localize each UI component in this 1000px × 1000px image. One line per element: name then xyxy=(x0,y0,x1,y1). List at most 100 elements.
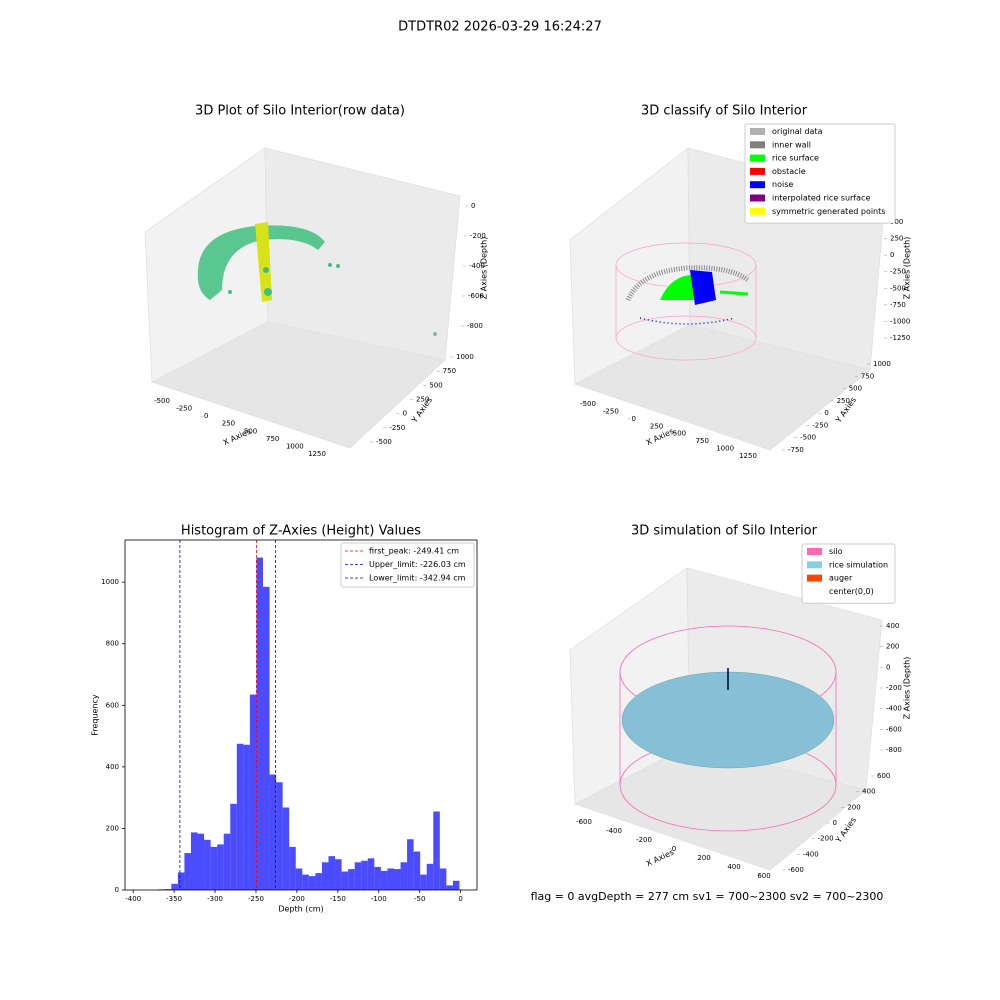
footer: flag = 0 avgDepth = 277 cm sv1 = 700~230… xyxy=(531,890,884,903)
y-tick-label: -500 xyxy=(376,438,392,446)
bar xyxy=(276,782,283,890)
legend-label: inner wall xyxy=(772,140,811,149)
point-cloud-2 xyxy=(615,242,757,361)
y-tick-label: 0 xyxy=(833,819,837,827)
y-tick-label: -750 xyxy=(788,446,804,454)
y-tick-label: 250 xyxy=(416,396,429,404)
y-tick-label: 0 xyxy=(824,409,828,417)
bar xyxy=(308,876,316,890)
x-tick-label: -150 xyxy=(330,895,346,903)
x-tick-label: 250 xyxy=(650,422,663,430)
legend-label: symmetric generated points xyxy=(772,207,885,216)
z-axis-label: Z Axies (Depth) xyxy=(480,237,489,300)
bar xyxy=(446,885,453,890)
x-tick-label: -350 xyxy=(166,895,182,903)
legend-label: silo xyxy=(829,547,843,556)
x-tick-label: -200 xyxy=(289,895,305,903)
z-tick-label: -750 xyxy=(890,301,906,309)
bar xyxy=(263,586,270,890)
bar xyxy=(315,873,322,890)
z-tick-label: 200 xyxy=(886,643,899,651)
bar xyxy=(380,870,388,890)
bar xyxy=(256,557,264,890)
bar xyxy=(367,858,375,890)
y-tick-label: 750 xyxy=(861,372,874,380)
z-tick-label: -1250 xyxy=(890,334,910,342)
bar xyxy=(328,856,336,890)
bar xyxy=(426,863,434,890)
legend-box xyxy=(340,542,475,588)
x-tick-label: 500 xyxy=(244,427,257,435)
z-tick-label: 0 xyxy=(886,663,890,671)
legend-patch xyxy=(750,207,765,215)
x-axis-label: X Axies xyxy=(222,427,253,448)
legend-patch xyxy=(750,194,765,202)
bar xyxy=(230,803,237,890)
z-tick-label: -500 xyxy=(890,284,906,292)
legend-patch xyxy=(750,128,765,135)
suptitle: DTDTR02 2026-03-29 16:24:27 xyxy=(398,20,602,35)
x-tick-label: 200 xyxy=(697,854,710,862)
point-cloud-1 xyxy=(197,222,437,336)
z-tick-label: -600 xyxy=(468,292,484,300)
legend-patch xyxy=(807,548,822,555)
y-tick-label: 500 xyxy=(429,381,442,389)
y-tick-label: 250 xyxy=(837,397,850,405)
x-axis-label: Depth (cm) xyxy=(278,905,323,914)
y-tick-label: -250 xyxy=(812,421,828,429)
y-tick-label: 400 xyxy=(106,763,119,771)
z-tick-label: 0 xyxy=(471,202,475,210)
axes-frame xyxy=(124,539,478,891)
x-tick-label: -50 xyxy=(414,895,425,903)
x-tick-label: -300 xyxy=(207,895,223,903)
bar xyxy=(439,868,447,890)
z-tick-label: -800 xyxy=(886,746,902,754)
y-tick-label: 0 xyxy=(403,410,407,418)
legend-label: first_peak: -249.41 cm xyxy=(369,547,459,556)
bar xyxy=(452,880,460,890)
bar xyxy=(407,839,414,890)
bar xyxy=(204,839,211,890)
z-tick-label: 250 xyxy=(890,235,903,243)
legend-patch xyxy=(807,574,822,582)
subplot-title: 3D Plot of Silo Interior(row data) xyxy=(195,104,405,119)
bar xyxy=(236,743,244,890)
silo-surface xyxy=(619,625,837,832)
legend-patch xyxy=(807,561,822,569)
x-tick-label: -200 xyxy=(636,836,652,844)
x-tick-label: 400 xyxy=(727,863,740,871)
bar xyxy=(282,807,290,890)
z-tick-label: -400 xyxy=(886,705,902,713)
legend-label: auger xyxy=(829,574,853,583)
legend-label: rice simulation xyxy=(829,560,888,569)
subplot-title: 3D simulation of Silo Interior xyxy=(631,524,818,539)
bar xyxy=(335,859,342,890)
bar xyxy=(223,833,231,890)
legend-label: center(0,0) xyxy=(829,587,874,596)
bar xyxy=(243,744,250,890)
z-tick-label: 400 xyxy=(886,622,899,630)
legend-patch xyxy=(750,141,765,149)
y-tick-label: 600 xyxy=(106,701,119,709)
legend-label: interpolated rice surface xyxy=(772,194,870,203)
z-tick-label: -200 xyxy=(886,684,902,692)
x-tick-label: 750 xyxy=(696,437,709,445)
x-tick-label: 500 xyxy=(673,430,686,438)
y-tick-label: 1000 xyxy=(456,353,474,361)
legend-box xyxy=(801,543,896,604)
bar xyxy=(348,869,355,890)
bar xyxy=(269,774,277,890)
x-tick-label: -500 xyxy=(154,397,170,405)
legend-patch xyxy=(750,154,765,162)
z-tick-label: 500 xyxy=(890,218,903,226)
bar xyxy=(400,862,408,890)
legend-label: Lower_limit: -342.94 cm xyxy=(369,574,466,583)
bar xyxy=(164,889,172,890)
x-tick-label: -400 xyxy=(606,827,622,835)
x-tick-label: -250 xyxy=(603,407,619,415)
x-tick-label: -600 xyxy=(576,818,592,826)
y-tick-label: 600 xyxy=(877,772,890,780)
bar xyxy=(393,869,401,890)
x-tick-label: 1250 xyxy=(739,452,757,460)
